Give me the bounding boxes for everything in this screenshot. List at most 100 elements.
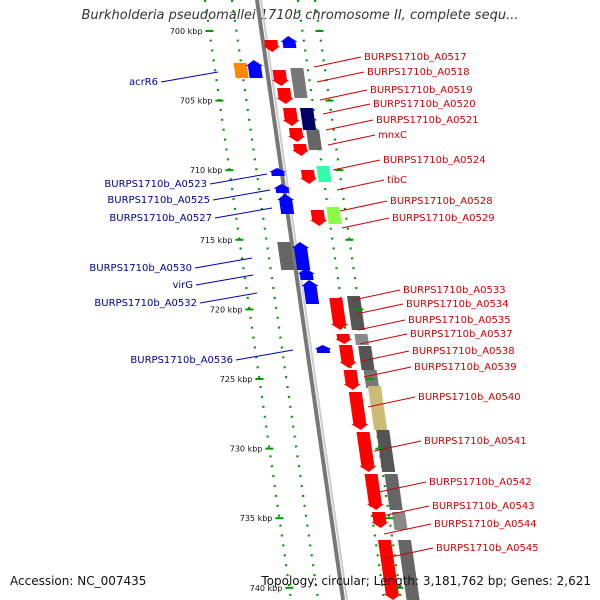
tick-label: 710 kbp bbox=[190, 166, 223, 175]
leader-line bbox=[339, 200, 388, 212]
gene-feature bbox=[329, 298, 348, 330]
tick-label: 700 kbp bbox=[170, 27, 203, 36]
gene-feature bbox=[335, 334, 353, 344]
gene-label[interactable]: BURPS1710b_A0529 bbox=[392, 213, 495, 224]
gene-feature bbox=[348, 392, 369, 430]
leader-line bbox=[319, 89, 368, 101]
leader-line bbox=[336, 179, 385, 191]
chromosome-backbone bbox=[255, 0, 349, 600]
gene-feature bbox=[306, 130, 323, 150]
gene-label[interactable]: BURPS1710b_A0518 bbox=[367, 67, 470, 78]
gene-feature bbox=[326, 207, 342, 224]
gene-label[interactable]: BURPS1710b_A0532 bbox=[94, 298, 197, 309]
gene-feature bbox=[245, 60, 263, 78]
gene-label[interactable]: BURPS1710b_A0527 bbox=[109, 213, 212, 224]
accession-text: Accession: NC_007435 bbox=[10, 574, 147, 588]
gene-feature bbox=[356, 432, 377, 472]
gene-labels[interactable]: acrR6 BURPS1710b_A0523 BURPS1710b_A0525 BUR… bbox=[89, 52, 538, 554]
gene-label[interactable]: BURPS1710b_A0533 bbox=[403, 285, 506, 296]
gene-feature bbox=[358, 346, 375, 370]
gene-feature bbox=[276, 88, 294, 104]
leader-line bbox=[341, 217, 390, 229]
leader-line bbox=[214, 207, 273, 219]
gene-label[interactable]: BURPS1710b_A0534 bbox=[406, 299, 509, 310]
leader-line bbox=[332, 159, 381, 171]
gene-feature bbox=[297, 268, 315, 280]
gene-feature bbox=[354, 334, 370, 345]
gene-label[interactable]: mnxC bbox=[378, 130, 407, 141]
gene-feature bbox=[376, 430, 396, 472]
gene-label[interactable]: BURPS1710b_A0524 bbox=[383, 155, 486, 166]
gene-feature bbox=[277, 194, 295, 214]
label-leader-lines bbox=[160, 56, 434, 559]
gene-label[interactable]: BURPS1710b_A0528 bbox=[390, 196, 493, 207]
gene-feature bbox=[339, 345, 357, 368]
leader-line bbox=[378, 481, 427, 493]
gene-feature bbox=[292, 242, 311, 270]
gene-label[interactable]: BURPS1710b_A0519 bbox=[370, 85, 473, 96]
gene-features[interactable] bbox=[233, 36, 420, 600]
gene-label[interactable]: tibC bbox=[387, 175, 407, 186]
gene-label[interactable]: virG bbox=[172, 280, 193, 291]
leader-line bbox=[316, 71, 365, 83]
leader-line bbox=[209, 173, 268, 185]
leader-line bbox=[357, 319, 406, 331]
kbp-ticks: 700 kbp 705 kbp 710 kbp 715 kbp 720 kbp 725 k… bbox=[170, 27, 404, 593]
gene-label[interactable]: BURPS1710b_A0525 bbox=[107, 195, 210, 206]
gene-label[interactable]: BURPS1710b_A0543 bbox=[432, 501, 535, 512]
gene-label[interactable]: BURPS1710b_A0523 bbox=[104, 179, 207, 190]
tick-label: 730 kbp bbox=[230, 445, 263, 454]
leader-line bbox=[194, 257, 253, 269]
gene-label[interactable]: BURPS1710b_A0521 bbox=[376, 115, 479, 126]
gene-label[interactable]: BURPS1710b_A0542 bbox=[429, 477, 532, 488]
gene-feature bbox=[271, 70, 289, 86]
gene-feature bbox=[233, 63, 249, 78]
gene-feature bbox=[299, 108, 317, 130]
gene-feature bbox=[301, 280, 320, 304]
leader-line bbox=[199, 292, 258, 304]
gene-feature bbox=[364, 474, 384, 510]
tick-label: 715 kbp bbox=[200, 236, 233, 245]
topology-text: Topology: circular; Length: 3,181,762 bp… bbox=[261, 574, 591, 588]
map-title: Burkholderia pseudomallei 1710b chromoso… bbox=[81, 8, 519, 23]
gene-feature bbox=[300, 170, 318, 184]
leader-line bbox=[212, 189, 271, 201]
leader-line bbox=[325, 119, 374, 131]
leader-line bbox=[367, 396, 416, 408]
gene-label[interactable]: acrR6 bbox=[129, 77, 158, 88]
gene-feature bbox=[277, 242, 295, 270]
tick-label: 720 kbp bbox=[210, 305, 243, 314]
backbone-highlight bbox=[260, 0, 349, 600]
gene-label[interactable]: BURPS1710b_A0544 bbox=[434, 519, 537, 530]
gene-label[interactable]: BURPS1710b_A0545 bbox=[436, 543, 539, 554]
gene-label[interactable]: BURPS1710b_A0539 bbox=[414, 362, 517, 373]
tick-label: 725 kbp bbox=[220, 375, 253, 384]
gene-feature bbox=[273, 184, 291, 193]
gene-label[interactable]: BURPS1710b_A0517 bbox=[364, 52, 467, 63]
gene-label[interactable]: BURPS1710b_A0541 bbox=[424, 436, 527, 447]
gene-label[interactable]: BURPS1710b_A0535 bbox=[408, 315, 511, 326]
gene-label[interactable]: BURPS1710b_A0520 bbox=[373, 99, 476, 110]
leader-line bbox=[381, 505, 430, 517]
gene-label[interactable]: BURPS1710b_A0530 bbox=[89, 263, 192, 274]
leader-line bbox=[235, 349, 294, 361]
gene-label[interactable]: BURPS1710b_A0536 bbox=[130, 355, 233, 366]
gene-feature bbox=[346, 296, 365, 330]
leader-line bbox=[361, 350, 410, 362]
gene-feature bbox=[391, 512, 408, 530]
gene-feature bbox=[290, 68, 308, 98]
gene-feature bbox=[288, 128, 306, 142]
leader-line bbox=[322, 103, 371, 115]
backbone-line bbox=[255, 0, 346, 600]
gene-feature bbox=[269, 168, 287, 176]
gene-label[interactable]: BURPS1710b_A0540 bbox=[418, 392, 521, 403]
gene-label[interactable]: BURPS1710b_A0538 bbox=[412, 346, 515, 357]
leader-line bbox=[195, 274, 254, 286]
gene-feature bbox=[384, 474, 403, 510]
guide-line-inner-left bbox=[230, 0, 320, 600]
gene-label[interactable]: BURPS1710b_A0537 bbox=[410, 329, 513, 340]
gene-feature bbox=[367, 386, 388, 430]
gene-feature bbox=[282, 108, 300, 126]
gene-feature bbox=[310, 210, 328, 226]
